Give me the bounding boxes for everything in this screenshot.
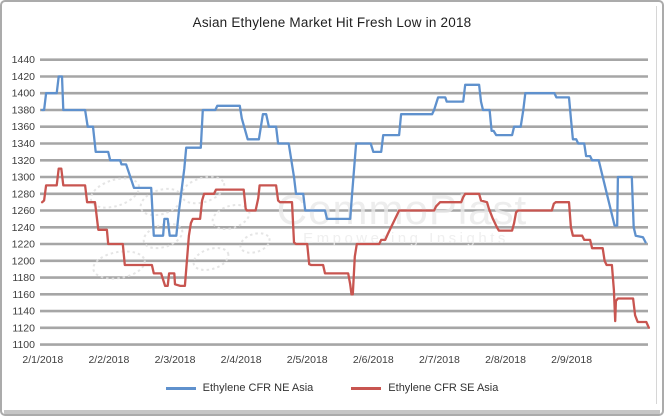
watermark-circle-icon [192,246,230,272]
y-tick-label: 1420 [12,71,36,83]
series-line-se-asia [40,167,651,329]
y-tick-label: 1280 [12,188,36,200]
legend: Ethylene CFR NE Asia Ethylene CFR SE Asi… [2,382,662,394]
legend-item-se-asia: Ethylene CFR SE Asia [351,382,498,394]
y-tick-label: 1300 [12,172,36,184]
x-tick-label: 2/7/2018 [419,354,460,366]
legend-line-ne-asia-icon [165,386,196,390]
chart-title: Asian Ethylene Market Hit Fresh Low in 2… [192,15,472,30]
watermark-circle-icon [239,232,271,254]
y-tick-label: 1160 [12,289,35,301]
series-line-ne-asia [40,75,647,244]
y-tick-label: 1200 [12,255,36,267]
right-edge-line [656,6,657,404]
y-tick-label: 1260 [12,205,36,217]
y-tick-label: 1380 [12,105,36,117]
y-tick-label: 1120 [12,322,35,334]
x-tick-label: 2/1/2018 [22,354,63,366]
watermark-circle-icon [142,222,184,250]
watermark-circle-icon [89,177,141,209]
legend-label-ne-asia: Ethylene CFR NE Asia [202,382,314,394]
x-tick-label: 2/5/2018 [287,354,328,366]
y-tick-label: 1440 [12,54,36,66]
y-tick-label: 1100 [12,339,35,351]
y-tick-label: 1320 [12,155,36,167]
y-tick-label: 1180 [12,272,35,284]
y-axis-labels: 1100 1120 1140 1160 1180 1200 1220 1240 1260 1280… [12,54,36,351]
watermark-subtext: Empowering Insights [303,230,509,247]
y-tick-label: 1240 [12,222,36,234]
x-tick-label: 2/2/2018 [88,354,129,366]
x-axis-labels: 2/1/2018 2/2/2018 2/3/2018 2/4/2018 2/5/2018… [22,354,592,366]
y-tick-label: 1360 [12,121,36,133]
x-tick-label: 2/6/2018 [353,354,394,366]
watermark-circle-icon [92,250,146,280]
x-tick-label: 2/3/2018 [155,354,196,366]
bottom-gray-strip [4,410,660,414]
legend-line-se-asia-icon [351,386,382,390]
legend-label-se-asia: Ethylene CFR SE Asia [388,382,499,394]
watermark-circle-icon [180,175,226,205]
legend-item-ne-asia: Ethylene CFR NE Asia [165,382,314,394]
y-tick-label: 1220 [12,239,36,251]
y-tick-label: 1140 [12,306,35,318]
y-tick-label: 1340 [12,138,36,150]
x-tick-label: 2/8/2018 [485,354,526,366]
x-tick-label: 2/9/2018 [551,354,592,366]
x-tick-label: 2/4/2018 [221,354,262,366]
y-tick-label: 1400 [12,88,36,100]
